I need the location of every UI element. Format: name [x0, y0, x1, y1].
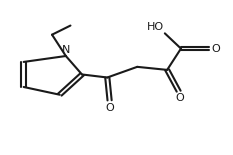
Text: O: O	[211, 44, 220, 54]
Text: N: N	[62, 45, 70, 55]
Text: O: O	[105, 103, 114, 113]
Text: HO: HO	[147, 22, 164, 32]
Text: O: O	[175, 93, 184, 104]
